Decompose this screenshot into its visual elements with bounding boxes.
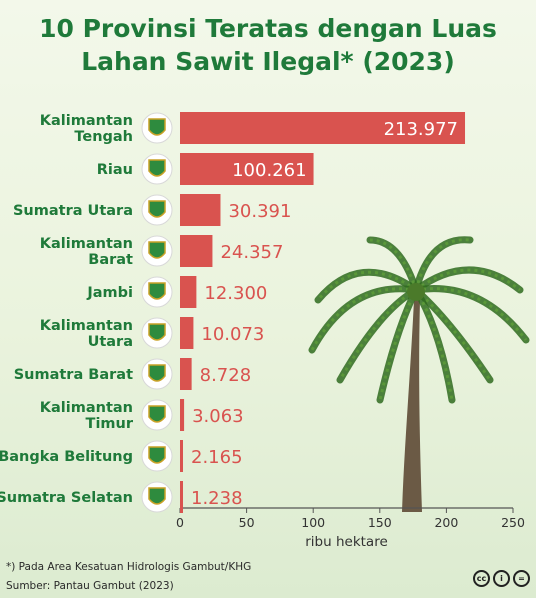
category-label: Sumatra Utara xyxy=(13,203,133,219)
bar xyxy=(180,194,221,226)
bar xyxy=(180,276,197,308)
province-emblem-icon xyxy=(141,276,173,308)
footnote-note: *) Pada Area Kesatuan Hidrologis Gambut/… xyxy=(6,561,252,573)
footnote-source: Sumber: Pantau Gambut (2023) xyxy=(6,580,174,592)
category-label: Kalimantan Barat xyxy=(40,236,133,268)
value-label: 213.977 xyxy=(384,119,458,140)
bar xyxy=(180,235,213,267)
emblem-shield xyxy=(148,118,166,136)
category-label: Jambi xyxy=(86,285,133,301)
emblem-shield xyxy=(148,487,166,505)
category-label: Sumatra Selatan xyxy=(0,490,133,506)
x-tick-label-100: 100 xyxy=(301,515,325,530)
category-label: Kalimantan Tengah xyxy=(40,113,133,145)
x-axis-label: ribu hektare xyxy=(305,534,388,550)
x-tick-label-50: 50 xyxy=(239,515,255,530)
category-label: Bangka Belitung xyxy=(0,449,133,465)
palm-frond-leaflets-4 xyxy=(415,268,521,292)
chart-title: 10 Provinsi Teratas dengan Luas Lahan Sa… xyxy=(0,12,536,78)
x-tick-label-150: 150 xyxy=(368,515,392,530)
value-label: 1.238 xyxy=(191,488,243,509)
palm-frond-leaflets-1 xyxy=(316,270,417,301)
category-label: Sumatra Barat xyxy=(14,367,133,383)
emblem-shield xyxy=(148,323,166,341)
bar xyxy=(180,358,192,390)
category-label: Kalimantan Utara xyxy=(40,318,133,350)
title-line-2: Lahan Sawit Ilegal* (2023) xyxy=(81,47,455,76)
emblem-shield xyxy=(148,405,166,423)
by-icon: i xyxy=(493,570,510,587)
bar xyxy=(180,153,314,185)
bar xyxy=(180,399,185,431)
cc-icon: cc xyxy=(473,570,490,587)
province-emblem-icon xyxy=(141,235,173,267)
license-badges: cc i = xyxy=(473,570,530,587)
palm-frond-8 xyxy=(412,236,474,294)
emblem-shield xyxy=(148,159,166,177)
value-label: 3.063 xyxy=(192,406,244,427)
x-tick-label-200: 200 xyxy=(434,515,458,530)
palm-frond-5 xyxy=(412,285,530,344)
palm-trunk xyxy=(402,300,422,512)
bar-chart: 0 50 100 150 200 250 ribu hektare Kalimantan Ten… xyxy=(0,112,530,550)
province-emblem-icon xyxy=(141,194,173,226)
province-emblem-icon xyxy=(141,399,173,431)
category-label: Riau xyxy=(97,162,133,178)
footnote: *) Pada Area Kesatuan Hidrologis Gambut/… xyxy=(6,558,251,596)
x-tick-label-0: 0 xyxy=(176,515,184,530)
value-label: 2.165 xyxy=(191,447,243,468)
nd-icon: = xyxy=(513,570,530,587)
bar xyxy=(180,112,466,144)
value-label: 30.391 xyxy=(228,201,291,222)
x-tick-label-250: 250 xyxy=(501,515,525,530)
emblem-shield xyxy=(148,364,166,382)
palm-frond-leaflets-6 xyxy=(415,288,492,381)
province-emblem-icon xyxy=(141,440,173,472)
value-label: 100.261 xyxy=(232,160,306,181)
palm-frond-leaflets-9 xyxy=(378,289,418,401)
palm-frond-leaflets-2 xyxy=(310,287,417,351)
province-emblem-icon xyxy=(141,358,173,390)
emblem-shield xyxy=(148,241,166,259)
emblem-shield xyxy=(148,282,166,300)
palm-crown xyxy=(407,283,425,301)
value-label: 8.728 xyxy=(200,365,252,386)
palm-tree-illustration xyxy=(308,236,530,512)
province-emblem-icon xyxy=(141,153,173,185)
value-label: 12.300 xyxy=(204,283,267,304)
province-emblem-icon xyxy=(141,317,173,349)
province-emblem-icon xyxy=(141,112,173,144)
emblem-shield xyxy=(148,446,166,464)
palm-frond-leaflets-7 xyxy=(369,238,418,291)
bar xyxy=(180,481,183,513)
category-label: Kalimantan Timur xyxy=(40,400,134,432)
bar xyxy=(180,440,183,472)
emblem-shield xyxy=(148,200,166,218)
bar xyxy=(180,317,194,349)
value-label: 10.073 xyxy=(201,324,264,345)
value-label: 24.357 xyxy=(220,242,283,263)
title-line-1: 10 Provinsi Teratas dengan Luas xyxy=(39,14,497,43)
province-emblem-icon xyxy=(141,481,173,513)
